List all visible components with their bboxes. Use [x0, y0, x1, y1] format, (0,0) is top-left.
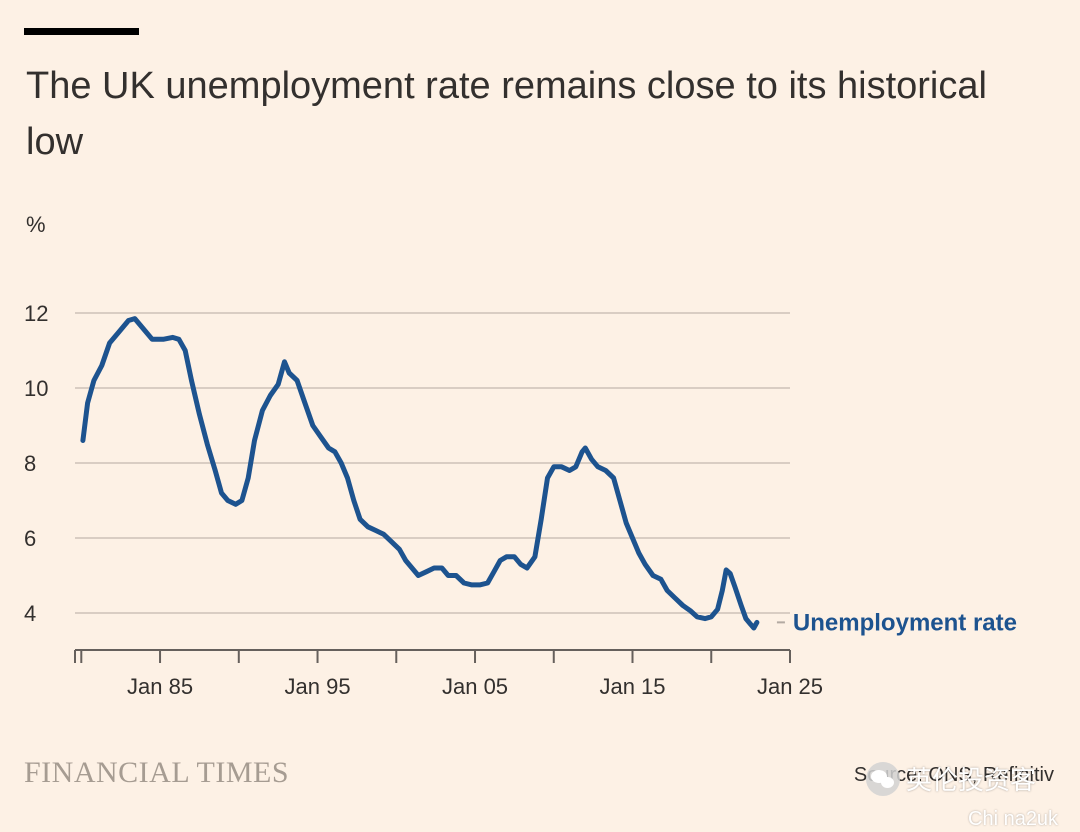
- series-label: Unemployment rate: [793, 609, 1017, 636]
- source-note: Source: ONS, Refinitiv: [853, 764, 1054, 786]
- x-tick-label: Jan 05: [442, 674, 508, 699]
- y-tick-label: 6: [24, 526, 36, 551]
- chart-title: The UK unemployment rate remains close t…: [26, 65, 987, 163]
- y-tick-label: 12: [24, 301, 48, 326]
- watermark: 英伦投资客: [866, 760, 1036, 797]
- brand-rule: [24, 28, 139, 35]
- x-tick-label: Jan 85: [127, 674, 193, 699]
- y-tick-label: 10: [24, 376, 48, 401]
- y-axis-unit: %: [26, 212, 46, 237]
- chat-bubble-icon: [866, 761, 900, 796]
- x-tick-label: Jan 95: [285, 674, 351, 699]
- x-tick-label: Jan 25: [757, 674, 823, 699]
- watermark-subtext: Chi na2uk: [968, 808, 1059, 830]
- y-tick-label: 4: [24, 601, 36, 626]
- brand-logo: FINANCIAL TIMES: [24, 756, 290, 789]
- y-tick-label: 8: [24, 451, 36, 476]
- watermark-text: 英伦投资客: [906, 765, 1037, 795]
- series-line-unemployment-rate: [80, 316, 760, 631]
- x-tick-label: Jan 15: [599, 674, 665, 699]
